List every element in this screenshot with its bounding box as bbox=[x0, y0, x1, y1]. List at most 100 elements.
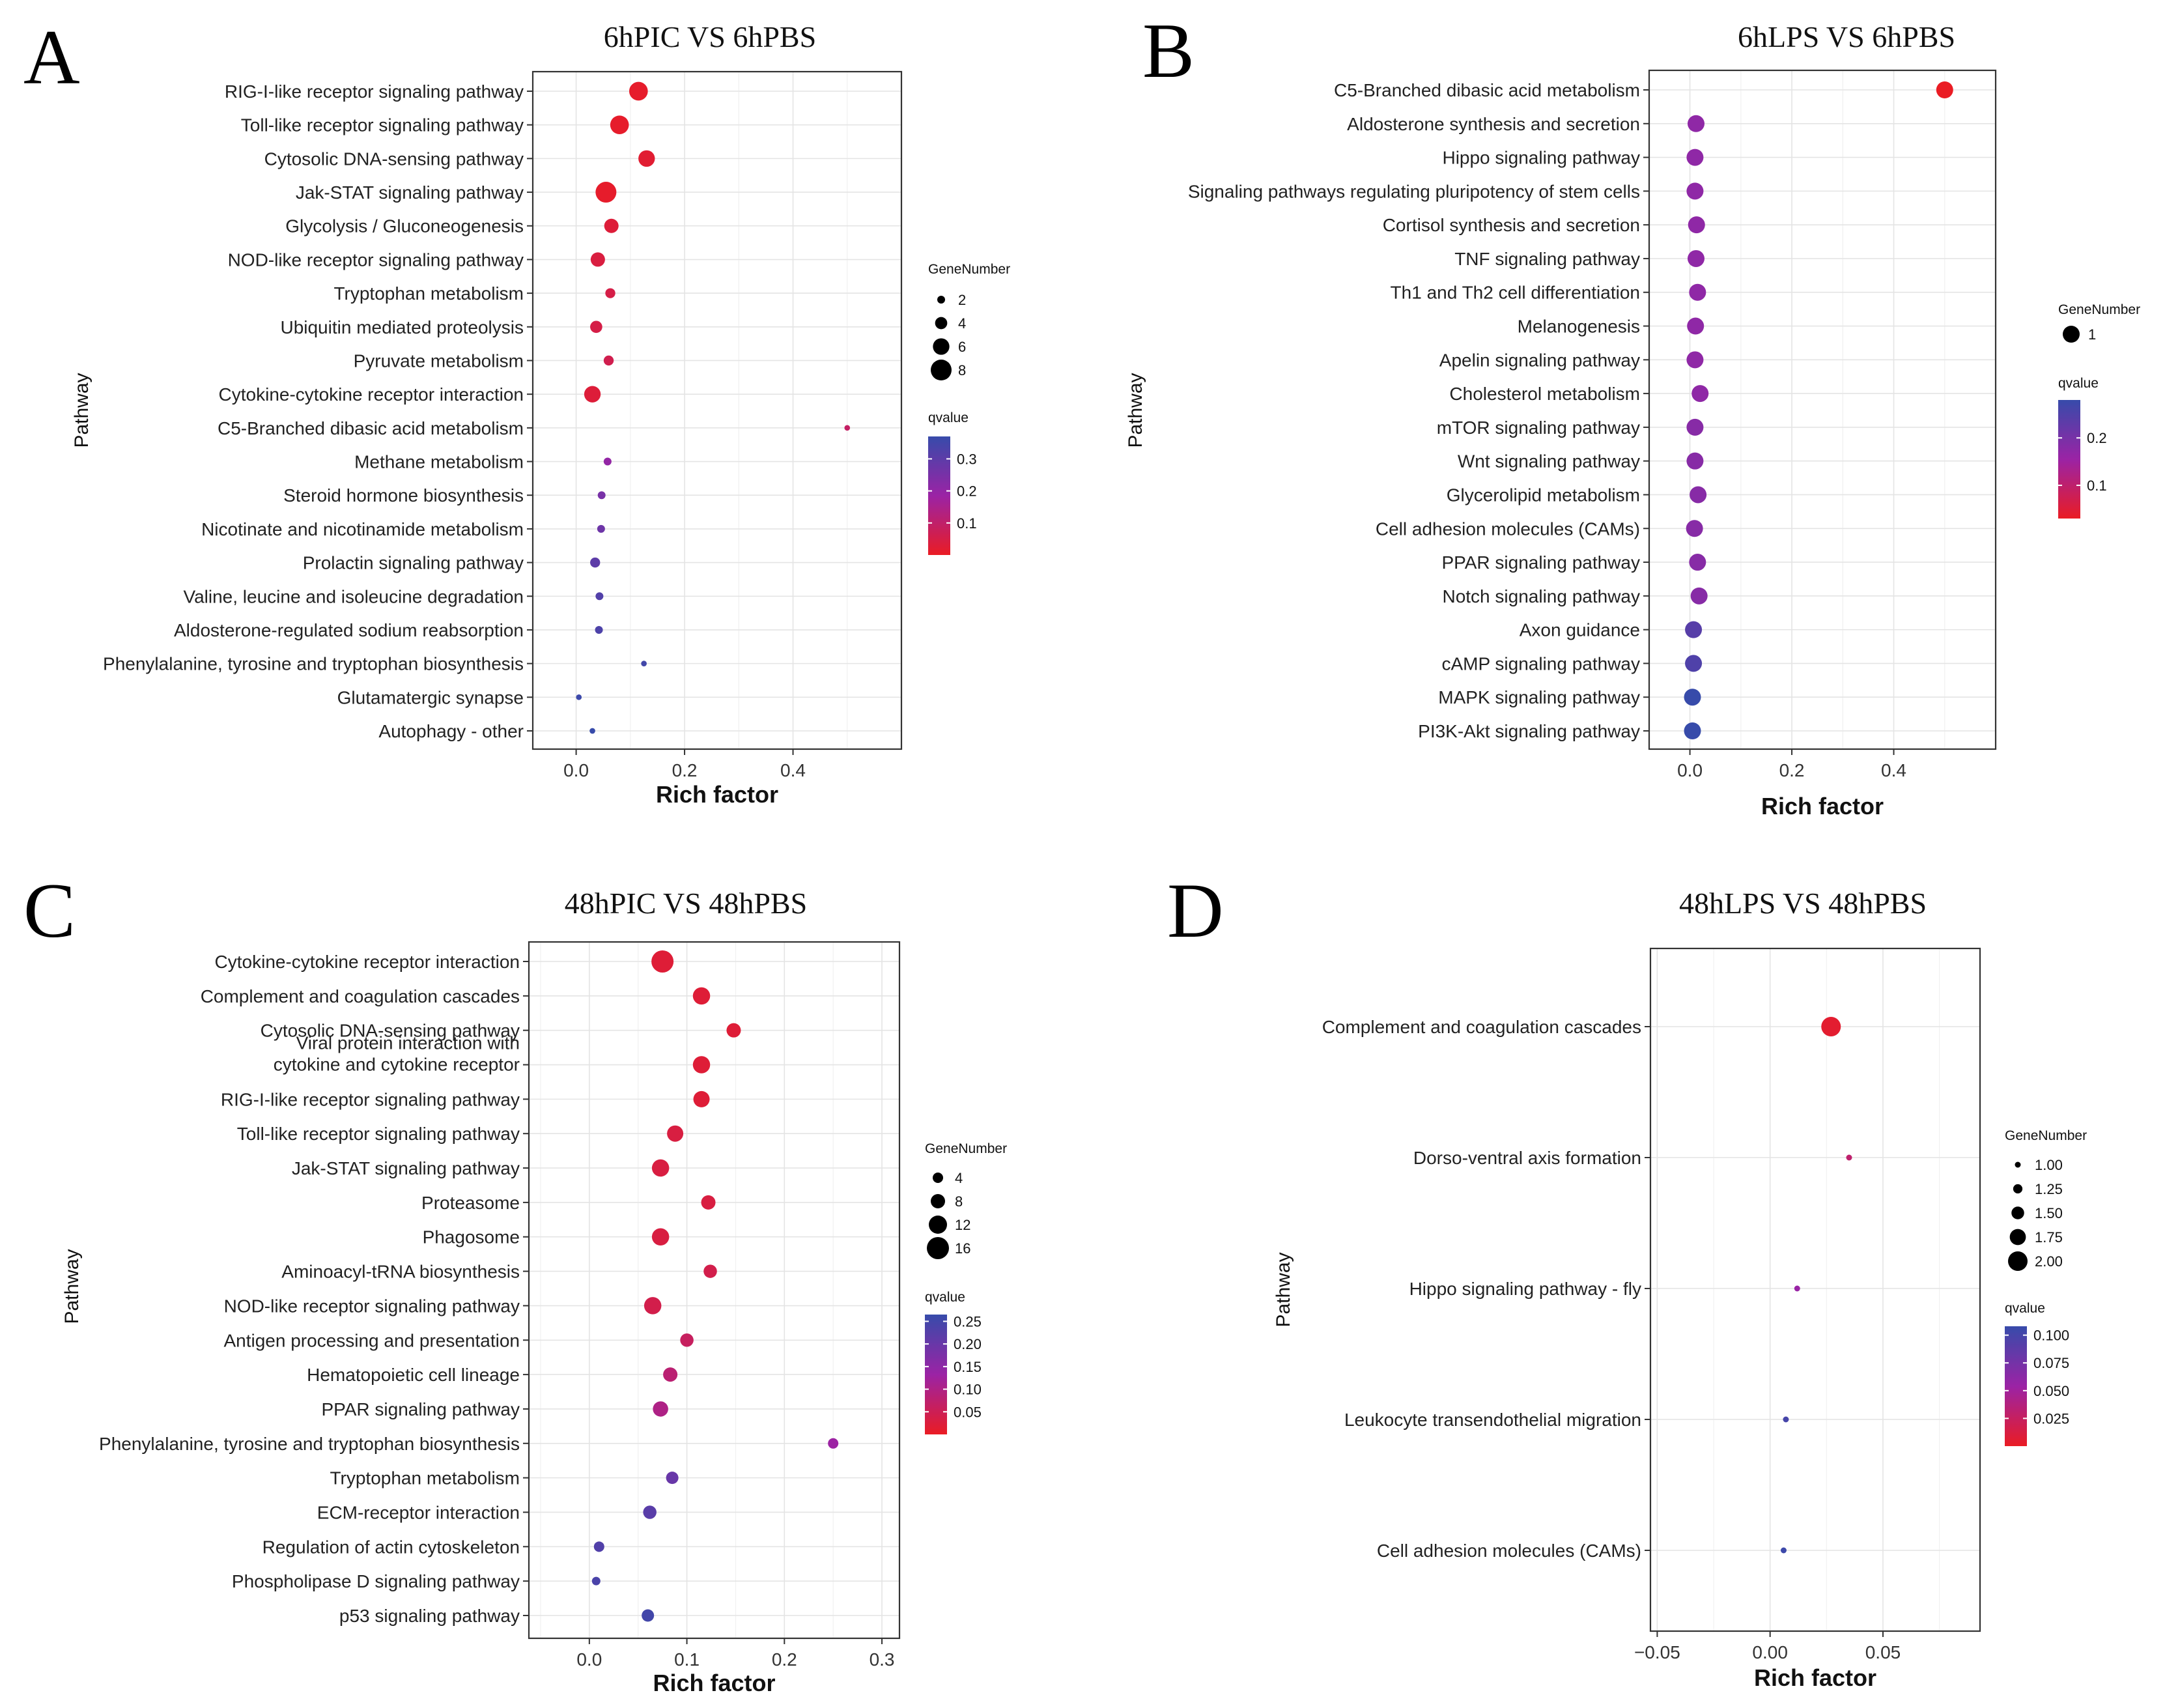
y-axis-title: Pathway bbox=[1125, 373, 1146, 448]
pathway-label: Cortisol synthesis and secretion bbox=[1383, 215, 1640, 235]
colorbar-tick-label: 0.2 bbox=[2087, 430, 2107, 446]
x-tick-label: 0.4 bbox=[1881, 760, 1906, 780]
data-point bbox=[595, 182, 616, 203]
data-point bbox=[1936, 81, 1953, 98]
pathway-label: C5-Branched dibasic acid metabolism bbox=[218, 418, 524, 438]
pathway-label: Melanogenesis bbox=[1518, 317, 1640, 337]
legend-title: qvalue bbox=[925, 1290, 965, 1305]
qvalue-colorbar bbox=[2005, 1326, 2027, 1446]
qvalue-colorbar bbox=[928, 436, 950, 555]
legend-size-dot bbox=[933, 338, 949, 354]
data-point bbox=[1686, 351, 1703, 368]
legend-size-label: 1.25 bbox=[2035, 1181, 2063, 1197]
data-point bbox=[1688, 250, 1705, 267]
colorbar-tick-label: 0.1 bbox=[957, 515, 977, 532]
x-tick-label: 0.4 bbox=[780, 760, 806, 780]
pathway-label: Tryptophan metabolism bbox=[333, 283, 524, 304]
data-point bbox=[1821, 1017, 1841, 1036]
pathway-label: Cytokine-cytokine receptor interaction bbox=[219, 384, 524, 405]
legend-title: qvalue bbox=[2005, 1301, 2045, 1316]
plot-frame bbox=[1650, 948, 1980, 1631]
panel-letter: C bbox=[23, 867, 76, 954]
data-point bbox=[576, 694, 582, 700]
pathway-label: C5-Branched dibasic acid metabolism bbox=[1334, 80, 1640, 100]
data-point bbox=[589, 728, 595, 734]
legend-size-label: 8 bbox=[955, 1193, 963, 1210]
legend-size-label: 1.50 bbox=[2035, 1205, 2063, 1221]
colorbar-tick-label: 0.25 bbox=[954, 1313, 982, 1330]
pathway-label: RIG-I-like receptor signaling pathway bbox=[225, 81, 524, 102]
pathway-label: Methane metabolism bbox=[354, 452, 524, 472]
data-point bbox=[584, 386, 601, 402]
pathway-label: Antigen processing and presentation bbox=[223, 1330, 520, 1350]
data-point bbox=[638, 150, 655, 167]
legend-size-label: 16 bbox=[955, 1240, 970, 1257]
legend-size-dot bbox=[927, 1237, 949, 1259]
x-tick-label: 0.00 bbox=[1752, 1642, 1788, 1662]
colorbar-tick-label: 0.10 bbox=[954, 1382, 982, 1398]
pathway-label: mTOR signaling pathway bbox=[1437, 418, 1640, 438]
colorbar-tick-label: 0.075 bbox=[2033, 1355, 2069, 1371]
pathway-label: Hematopoietic cell lineage bbox=[307, 1365, 520, 1385]
data-point bbox=[598, 491, 606, 499]
legend-title: GeneNumber bbox=[925, 1141, 1007, 1156]
pathway-label: Autophagy - other bbox=[378, 721, 524, 741]
panel-title: 6hPIC VS 6hPBS bbox=[604, 20, 816, 53]
pathway-label: Aldosterone synthesis and secretion bbox=[1347, 114, 1640, 134]
colorbar-tick-label: 0.05 bbox=[954, 1404, 982, 1420]
pathway-label: Axon guidance bbox=[1520, 620, 1640, 640]
data-point bbox=[1686, 520, 1703, 537]
legend-size-dot bbox=[933, 1173, 943, 1183]
pathway-label: Cytokine-cytokine receptor interaction bbox=[215, 952, 520, 972]
data-point bbox=[1684, 722, 1701, 739]
data-point bbox=[629, 82, 648, 101]
panel-title: 48hPIC VS 48hPBS bbox=[565, 887, 807, 920]
pathway-label: Glycolysis / Gluconeogenesis bbox=[285, 216, 524, 236]
pathway-label: Viral protein interaction with cytokine a… bbox=[274, 1033, 520, 1075]
legend-gene-number: GeneNumber 2 4 6 8 bbox=[928, 262, 1010, 380]
colorbar-tick-label: 0.3 bbox=[957, 451, 977, 467]
qvalue-colorbar bbox=[925, 1315, 947, 1434]
data-point bbox=[1685, 655, 1702, 672]
pathway-label: Phospholipase D signaling pathway bbox=[232, 1571, 520, 1591]
colorbar-tick-label: 0.15 bbox=[954, 1359, 982, 1375]
data-point bbox=[595, 626, 603, 634]
pathway-label: Jak-STAT signaling pathway bbox=[296, 182, 524, 203]
legend-size-label: 1.75 bbox=[2035, 1229, 2063, 1245]
legend-size-label: 2.00 bbox=[2035, 1253, 2063, 1270]
legend-size-dot bbox=[2011, 1206, 2024, 1219]
panel-letter: D bbox=[1167, 867, 1224, 954]
pathway-label: Th1 and Th2 cell differentiation bbox=[1391, 283, 1640, 303]
data-point bbox=[1685, 621, 1702, 638]
pathway-label: p53 signaling pathway bbox=[339, 1606, 520, 1626]
x-tick-label: 0.2 bbox=[1779, 760, 1805, 780]
pathway-label: Ubiquitin mediated proteolysis bbox=[280, 317, 524, 337]
pathway-label: Leukocyte transendothelial migration bbox=[1344, 1410, 1641, 1430]
pathway-label: Complement and coagulation cascades bbox=[1322, 1017, 1641, 1037]
data-point bbox=[1689, 284, 1706, 301]
pathway-label: Toll-like receptor signaling pathway bbox=[237, 1124, 520, 1144]
pathway-label: Tryptophan metabolism bbox=[330, 1468, 520, 1488]
pathway-label: Hippo signaling pathway bbox=[1442, 148, 1640, 168]
legend-size-label: 1.00 bbox=[2035, 1157, 2063, 1173]
data-point bbox=[1686, 149, 1703, 166]
pathway-label: MAPK signaling pathway bbox=[1438, 687, 1640, 707]
pathway-label: Aminoacyl-tRNA biosynthesis bbox=[281, 1262, 520, 1282]
data-point bbox=[641, 661, 647, 666]
legend-size-dot bbox=[931, 360, 952, 380]
data-point bbox=[701, 1195, 716, 1210]
legend-size-label: 6 bbox=[958, 339, 966, 355]
data-point bbox=[1687, 318, 1704, 335]
colorbar-tick-label: 0.1 bbox=[2087, 477, 2107, 494]
legend-qvalue: qvalue 0.100 0.075 0.050 0.025 bbox=[2005, 1301, 2069, 1446]
data-point bbox=[693, 988, 711, 1005]
colorbar-tick-label: 0.20 bbox=[954, 1336, 982, 1352]
plot-frame bbox=[529, 942, 899, 1638]
legend-size-label: 12 bbox=[955, 1217, 970, 1233]
pathway-label: PPAR signaling pathway bbox=[321, 1399, 520, 1419]
data-point bbox=[597, 525, 605, 533]
pathway-label: ECM-receptor interaction bbox=[317, 1502, 520, 1522]
pathway-label: Wnt signaling pathway bbox=[1458, 451, 1640, 472]
x-tick-label: 0.0 bbox=[576, 1649, 602, 1670]
